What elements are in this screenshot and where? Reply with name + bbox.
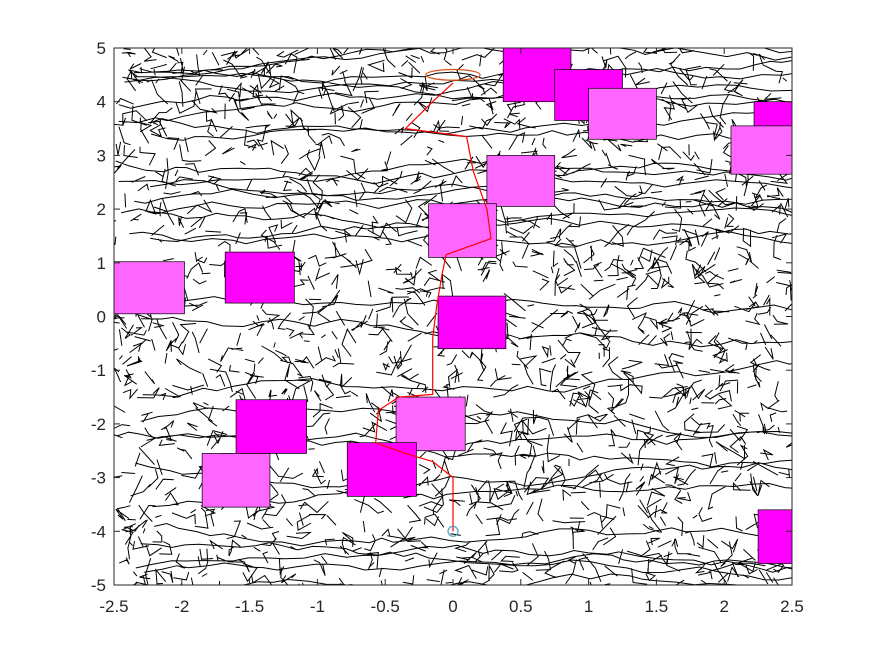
x-tick-label-9: 2 bbox=[719, 597, 728, 616]
x-tick-label-1: -2 bbox=[174, 597, 189, 616]
y-tick-label-5: 0 bbox=[97, 308, 106, 327]
start-marker bbox=[447, 525, 459, 537]
y-tick-label-6: 1 bbox=[97, 254, 106, 273]
x-tick-label-0: -2.5 bbox=[99, 597, 128, 616]
y-tick-label-8: 3 bbox=[97, 146, 106, 165]
x-tick-label-10: 2.5 bbox=[780, 597, 804, 616]
x-tick-label-8: 1.5 bbox=[645, 597, 669, 616]
obstacles bbox=[114, 48, 792, 564]
x-tick-label-5: 0 bbox=[448, 597, 457, 616]
y-tick-label-9: 4 bbox=[97, 93, 106, 112]
obstacle-8 bbox=[114, 261, 185, 315]
x-tick-label-2: -1.5 bbox=[235, 597, 264, 616]
axes: -2.5 -2 -1.5 -1 -0.5 0 0.5 1 1.5 2 2.5 -5 -4 -3 -2 -1 0 1… bbox=[91, 39, 804, 616]
obstacle-11 bbox=[235, 399, 307, 454]
obstacle-13 bbox=[201, 453, 271, 508]
goal-region bbox=[425, 68, 481, 81]
x-tick-label-3: -1 bbox=[310, 597, 325, 616]
obstacle-10 bbox=[437, 295, 507, 350]
planned-path bbox=[375, 82, 492, 532]
obstacle-9 bbox=[224, 251, 295, 304]
y-tick-label-1: -4 bbox=[91, 522, 106, 541]
path-line bbox=[375, 82, 492, 532]
x-tick-label-7: 1 bbox=[584, 597, 593, 616]
obstacle-6 bbox=[486, 155, 556, 207]
y-tick-label-10: 5 bbox=[97, 39, 106, 58]
y-tick-label-3: -2 bbox=[91, 415, 106, 434]
y-tick-label-0: -5 bbox=[91, 576, 106, 595]
obstacle-3 bbox=[588, 87, 657, 140]
obstacle-14 bbox=[346, 442, 417, 497]
obstacle-15 bbox=[757, 509, 792, 564]
markers bbox=[425, 68, 481, 537]
y-tick-label-2: -3 bbox=[91, 469, 106, 488]
obstacle-12 bbox=[395, 396, 466, 452]
obstacle-5 bbox=[730, 125, 792, 175]
x-tick-label-4: -0.5 bbox=[371, 597, 400, 616]
y-tick-label-7: 2 bbox=[97, 200, 106, 219]
x-tick-label-6: 0.5 bbox=[509, 597, 533, 616]
y-tick-label-4: -1 bbox=[91, 361, 106, 380]
